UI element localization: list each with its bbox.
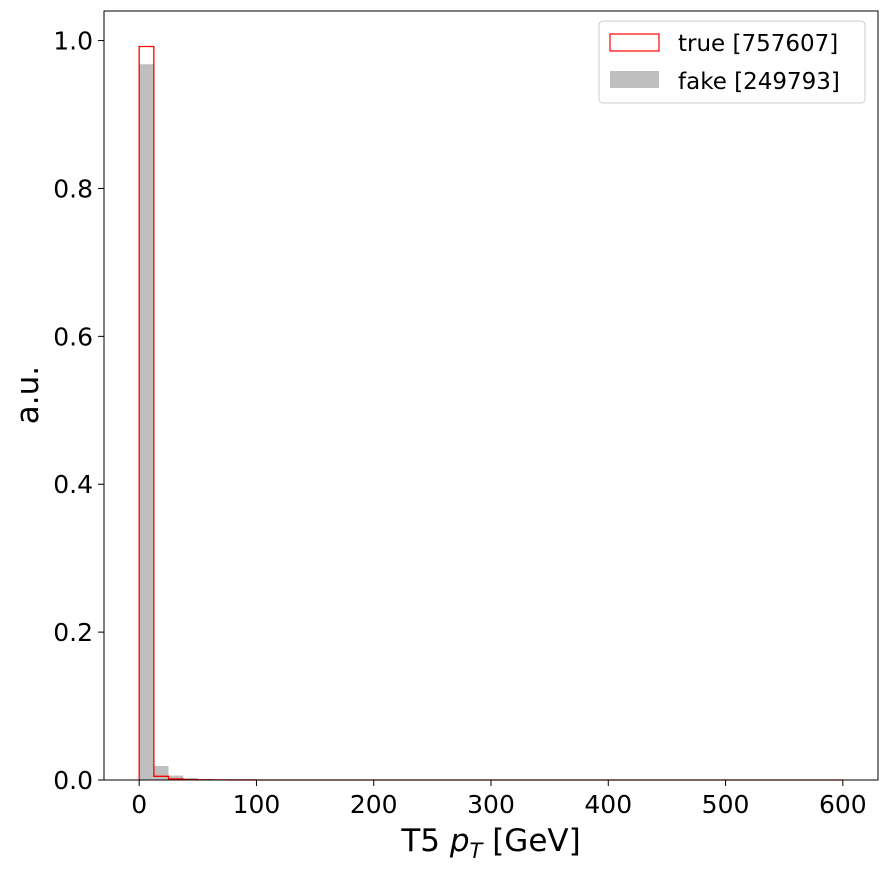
- legend-label-true: true [757607]: [678, 31, 838, 57]
- bar-fake-bin-0: [139, 64, 154, 780]
- x-axis: 0 100 200 300 400 500 600: [131, 780, 867, 819]
- x-tick-label: 100: [233, 790, 281, 819]
- x-tick-label: 600: [819, 790, 867, 819]
- y-tick-label: 0.6: [53, 322, 93, 351]
- y-tick-label: 0.8: [53, 174, 93, 203]
- bar-fake-bin-2: [168, 775, 184, 780]
- x-tick-label: 300: [467, 790, 515, 819]
- legend-box: [598, 20, 866, 104]
- y-axis-label: a.u.: [10, 366, 46, 424]
- x-tick-label: 200: [350, 790, 398, 819]
- x-axis-label: T5 pT [GeV]: [400, 823, 580, 863]
- legend-swatch-fake: [610, 71, 659, 88]
- y-axis: 0.0 0.2 0.4 0.6 0.8 1.0: [53, 27, 104, 795]
- x-tick-label: 500: [702, 790, 750, 819]
- y-tick-label: 0.2: [53, 618, 93, 647]
- y-tick-label: 1.0: [53, 27, 93, 56]
- x-tick-label: 400: [584, 790, 632, 819]
- bar-fake-bin-1: [153, 765, 169, 780]
- y-tick-label: 0.0: [53, 766, 93, 795]
- legend-label-fake: fake [249793]: [678, 69, 840, 95]
- x-tick-label: 0: [131, 790, 147, 819]
- y-tick-label: 0.4: [53, 470, 93, 499]
- legend-swatch-true: [609, 33, 660, 52]
- legend: true [757607] fake [249793]: [598, 20, 866, 104]
